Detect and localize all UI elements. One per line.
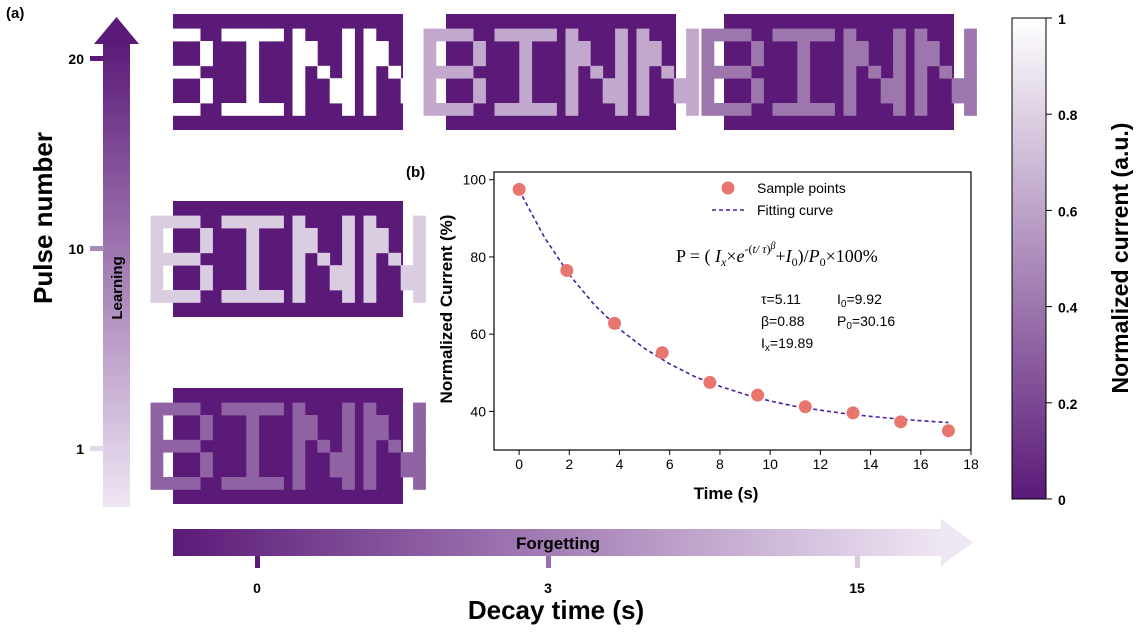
learning-label: Learning bbox=[109, 256, 126, 319]
svg-text:20: 20 bbox=[68, 51, 84, 67]
forgetting-label: Forgetting bbox=[516, 534, 600, 553]
plot-frame bbox=[493, 171, 972, 451]
svg-text:Fitting curve: Fitting curve bbox=[757, 202, 833, 218]
svg-text:8: 8 bbox=[716, 456, 724, 472]
svg-text:Sample points: Sample points bbox=[757, 180, 846, 196]
colorbar-tick: 0.2 bbox=[1046, 396, 1078, 412]
decay-tick-3: 3 bbox=[544, 556, 552, 596]
x-tick: 12 bbox=[813, 450, 829, 472]
svg-text:10: 10 bbox=[762, 456, 778, 472]
svg-text:3: 3 bbox=[544, 580, 552, 596]
y-axis-title: Pulse number bbox=[28, 132, 58, 304]
svg-text:2: 2 bbox=[565, 456, 573, 472]
colorbar-tick: 0.4 bbox=[1046, 300, 1078, 316]
fitting-curve bbox=[518, 189, 949, 424]
colorbar-tick: 0.8 bbox=[1046, 107, 1078, 123]
svg-text:0.2: 0.2 bbox=[1058, 396, 1078, 412]
y-tick: 60 bbox=[470, 326, 494, 342]
chart-ylabel: Normalized Current (%) bbox=[437, 215, 456, 404]
param-p0: P0=30.16 bbox=[837, 313, 895, 332]
param-i0: I0=9.92 bbox=[837, 291, 882, 310]
pattern-tile bbox=[423, 14, 699, 130]
sample-point bbox=[846, 406, 860, 420]
svg-text:4: 4 bbox=[616, 456, 624, 472]
y-tick: 80 bbox=[470, 249, 494, 265]
legend-item-sample-points: Sample points bbox=[721, 180, 846, 196]
svg-text:0: 0 bbox=[1058, 492, 1066, 508]
svg-text:1: 1 bbox=[76, 441, 84, 457]
colorbar-tick: 1 bbox=[1046, 11, 1066, 27]
svg-text:80: 80 bbox=[470, 249, 486, 265]
svg-text:0.4: 0.4 bbox=[1058, 300, 1078, 316]
sample-point bbox=[560, 263, 574, 277]
svg-text:0.8: 0.8 bbox=[1058, 107, 1078, 123]
svg-text:10: 10 bbox=[68, 241, 84, 257]
sample-point bbox=[608, 316, 622, 330]
pattern-tile bbox=[150, 201, 426, 317]
sample-point bbox=[798, 400, 812, 414]
svg-text:6: 6 bbox=[666, 456, 674, 472]
y-tick: 100 bbox=[463, 172, 494, 188]
panel-a-tag: (a) bbox=[6, 5, 24, 22]
learning-arrow bbox=[94, 17, 139, 507]
colorbar: 1 0.8 0.6 0.4 0.2 0 bbox=[1011, 11, 1078, 508]
panel-b: (b) 0 2 4 6 8 10 12 14 16 18 40 60 80 100 Time (s) No… bbox=[406, 164, 979, 503]
svg-text:14: 14 bbox=[863, 456, 879, 472]
decay-tick-0: 0 bbox=[253, 556, 261, 596]
colorbar-title: Normalized current (a.u.) bbox=[1107, 123, 1133, 394]
sample-point bbox=[655, 346, 669, 360]
equation: P = ( Ix×e-(t/ τ)β+I0)/P0×100% bbox=[676, 241, 878, 269]
svg-text:1: 1 bbox=[1058, 11, 1066, 27]
svg-text:0.6: 0.6 bbox=[1058, 203, 1078, 219]
legend: Sample points Fitting curve bbox=[712, 180, 846, 218]
x-tick: 18 bbox=[963, 450, 979, 472]
pulse-tick-20: 20 bbox=[68, 51, 104, 67]
param-ix: Ix=19.89 bbox=[761, 335, 813, 354]
svg-text:16: 16 bbox=[913, 456, 929, 472]
pattern-tiles bbox=[150, 14, 977, 504]
svg-text:0: 0 bbox=[515, 456, 523, 472]
y-tick: 40 bbox=[470, 403, 494, 419]
x-tick: 4 bbox=[616, 450, 624, 472]
forgetting-arrow bbox=[173, 519, 973, 566]
x-tick: 16 bbox=[913, 450, 929, 472]
svg-text:12: 12 bbox=[813, 456, 829, 472]
svg-text:100: 100 bbox=[463, 172, 487, 188]
pulse-tick-1: 1 bbox=[76, 441, 104, 457]
x-tick: 2 bbox=[565, 450, 573, 472]
svg-text:60: 60 bbox=[470, 326, 486, 342]
sample-point bbox=[512, 182, 526, 196]
sample-point bbox=[894, 415, 908, 429]
decay-tick-15: 15 bbox=[849, 556, 865, 596]
x-tick: 6 bbox=[666, 450, 674, 472]
x-axis-title: Decay time (s) bbox=[468, 595, 644, 625]
svg-text:15: 15 bbox=[849, 580, 865, 596]
svg-text:40: 40 bbox=[470, 403, 486, 419]
svg-text:18: 18 bbox=[963, 456, 979, 472]
sample-point bbox=[751, 388, 765, 402]
pattern-tile bbox=[150, 388, 426, 504]
pattern-tile bbox=[150, 14, 426, 130]
svg-text:0: 0 bbox=[253, 580, 261, 596]
chart-xlabel: Time (s) bbox=[694, 484, 759, 503]
x-tick: 10 bbox=[762, 450, 778, 472]
x-tick: 0 bbox=[515, 450, 523, 472]
x-tick: 14 bbox=[863, 450, 879, 472]
pattern-tile bbox=[701, 14, 977, 130]
pulse-tick-10: 10 bbox=[68, 241, 104, 257]
colorbar-tick: 0 bbox=[1046, 492, 1066, 508]
colorbar-tick: 0.6 bbox=[1046, 203, 1078, 219]
panel-b-tag: (b) bbox=[406, 164, 425, 181]
param-beta: β=0.88 bbox=[761, 313, 805, 329]
legend-item-fitting-curve: Fitting curve bbox=[712, 202, 833, 218]
sample-point bbox=[941, 424, 955, 438]
param-tau: τ=5.11 bbox=[761, 291, 801, 307]
sample-point bbox=[703, 375, 717, 389]
x-tick: 8 bbox=[716, 450, 724, 472]
